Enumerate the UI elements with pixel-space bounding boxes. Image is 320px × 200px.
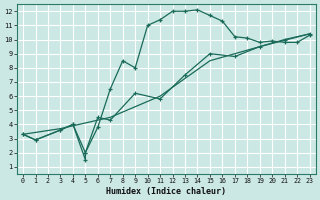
X-axis label: Humidex (Indice chaleur): Humidex (Indice chaleur) [106, 187, 226, 196]
